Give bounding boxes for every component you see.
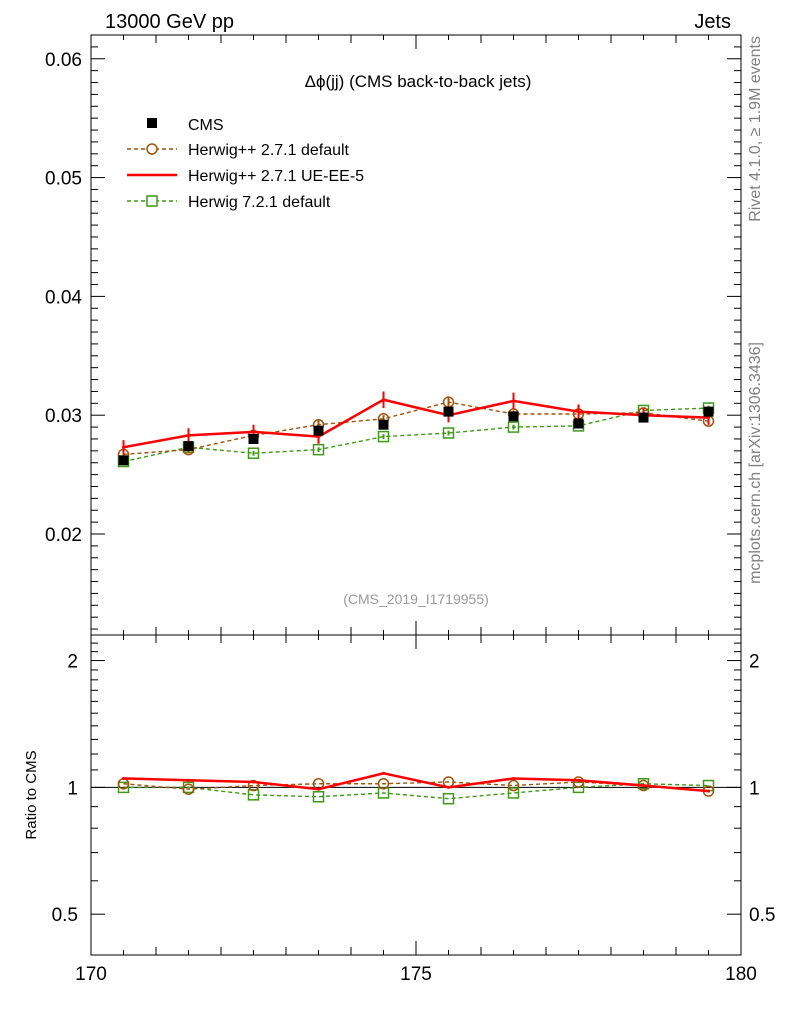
rivet-version-label: Rivet 4.1.0, ≥ 1.9M events (747, 36, 764, 222)
legend: CMS Herwig++ 2.7.1 default Herwig++ 2.7.… (127, 117, 364, 211)
legend-marker-cms (147, 118, 157, 128)
ratio-herwig7-default-point (377, 787, 390, 799)
main-cms-point (443, 406, 454, 417)
plot-title: Δϕ(jj) (CMS back-to-back jets) (305, 72, 532, 91)
main-cms-point (638, 412, 649, 423)
ratio-y-tick-label: 1 (67, 778, 78, 799)
main-herwigpp-ueee5-point (707, 416, 710, 420)
ratio-ylabel: Ratio to CMS (23, 750, 40, 839)
main-cms-point (508, 411, 519, 422)
header-process-label: Jets (694, 11, 731, 33)
main-herwigpp-ueee5-point (382, 398, 385, 402)
main-panel-marks (117, 391, 715, 468)
axis-ticks: 170 175 180 0.02 0.03 0.04 0.05 0.06 0.5 0.5 1 1 2 2 (45, 34, 775, 985)
main-herwigpp-ueee5-point (512, 399, 515, 403)
ratio-y-tick-label-right: 1 (749, 778, 760, 799)
ratio-herwigpp-ueee5-line (123, 772, 709, 793)
ratio-herwigpp-ueee5-point (447, 785, 450, 789)
ratio-herwig7-default-point (312, 791, 325, 803)
ratio-panel-marks (91, 771, 741, 805)
ratio-herwig7-default-point (117, 781, 130, 794)
y-tick-label: 0.03 (45, 406, 82, 427)
legend-label-herwig7-default: Herwig 7.2.1 default (188, 194, 331, 211)
ratio-herwigpp-default-point (377, 778, 390, 790)
main-cms-point (378, 419, 389, 430)
main-cms-point (573, 418, 584, 429)
ratio-herwigpp-ueee5-point (642, 784, 645, 788)
main-cms-point (313, 425, 324, 436)
main-herwigpp-ueee5-point (122, 445, 125, 449)
legend-marker-herwigpp-default (146, 143, 158, 155)
ratio-herwigpp-ueee5-point (187, 778, 190, 782)
y-tick-label: 0.02 (45, 525, 82, 546)
ratio-herwigpp-ueee5-point (382, 771, 385, 775)
legend-entry-herwigpp-ueee5: Herwig++ 2.7.1 UE-EE-5 (127, 168, 364, 185)
x-tick-label: 175 (400, 964, 432, 985)
main-herwig7-default-point (377, 430, 390, 443)
legend-entry-herwig7-default: Herwig 7.2.1 default (127, 194, 331, 211)
main-herwig7-default-point (312, 443, 325, 456)
ratio-herwigpp-default-point (182, 783, 195, 795)
ratio-plot-frame (90, 634, 742, 956)
ratio-herwigpp-default-point (507, 779, 520, 792)
ratio-herwigpp-ueee5-point (577, 778, 580, 782)
main-cms-point (703, 406, 714, 417)
analysis-watermark: (CMS_2019_I1719955) (343, 591, 489, 607)
main-herwigpp-ueee5-point (187, 433, 190, 437)
main-cms-point (183, 441, 194, 452)
main-herwig7-default-point (247, 447, 260, 459)
legend-marker-herwig7-default (146, 195, 158, 207)
main-herwigpp-ueee5-point (252, 430, 255, 434)
ratio-herwigpp-ueee5-point (707, 789, 710, 793)
legend-entry-herwigpp-default: Herwig++ 2.7.1 default (127, 142, 350, 159)
y-tick-label: 0.05 (45, 169, 82, 190)
y-tick-label: 0.06 (45, 50, 82, 71)
ratio-y-tick-label-right: 2 (749, 652, 760, 673)
legend-label-herwigpp-default: Herwig++ 2.7.1 default (188, 142, 350, 159)
main-herwig7-default-point (442, 427, 455, 439)
ratio-herwigpp-ueee5-point (512, 776, 515, 780)
main-herwigpp-ueee5-point (317, 435, 320, 439)
main-herwig7-default-point (507, 421, 520, 433)
main-herwigpp-ueee5-line (123, 398, 709, 449)
header-energy-label: 13000 GeV pp (105, 11, 234, 33)
legend-entry-cms: CMS (147, 117, 224, 134)
main-cms-point (118, 455, 129, 466)
main-herwigpp-default-line (123, 401, 709, 456)
legend-label-cms: CMS (188, 117, 224, 134)
ratio-herwig7-default-point (442, 792, 455, 805)
ratio-herwig7-default-point (507, 787, 520, 799)
y-tick-label: 0.04 (45, 287, 82, 308)
ratio-herwigpp-ueee5-point (317, 787, 320, 791)
ratio-y-tick-label: 2 (67, 652, 78, 673)
x-tick-label: 170 (75, 964, 107, 985)
ratio-herwigpp-ueee5-point (122, 776, 125, 780)
ratio-y-tick-label-right: 0.5 (749, 905, 775, 926)
ratio-herwigpp-ueee5-point (252, 780, 255, 784)
ratio-herwig7-default-line (123, 783, 709, 800)
mcplots-label: mcplots.cern.ch [arXiv:1306.3436] (747, 342, 764, 584)
main-cms-point (248, 433, 259, 444)
x-tick-label: 180 (725, 964, 757, 985)
ratio-y-tick-label: 0.5 (52, 905, 78, 926)
main-herwigpp-ueee5-point (577, 410, 580, 414)
ratio-herwigpp-default-point (572, 776, 585, 788)
legend-label-herwigpp-ueee5: Herwig++ 2.7.1 UE-EE-5 (188, 168, 364, 185)
main-herwig7-default-line (123, 407, 709, 463)
